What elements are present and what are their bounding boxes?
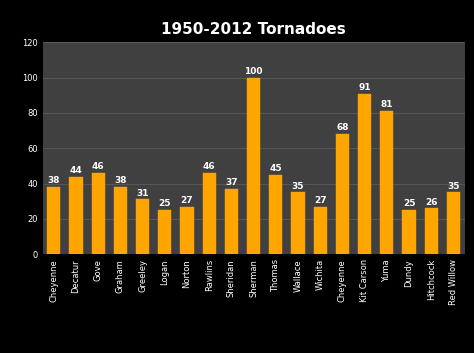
Bar [380,111,393,254]
Bar [180,207,194,254]
Bar [47,187,60,254]
Text: 81: 81 [381,101,393,109]
Text: 37: 37 [225,178,237,187]
Text: 31: 31 [137,189,149,198]
Bar [313,207,327,254]
Text: 100: 100 [244,67,263,76]
Bar [136,199,149,254]
Text: 44: 44 [70,166,82,175]
Bar [358,94,371,254]
Text: 68: 68 [336,124,349,132]
Bar [158,210,172,254]
Text: 25: 25 [158,199,171,208]
Bar [202,173,216,254]
Bar [91,173,105,254]
Text: 25: 25 [403,199,415,208]
Bar [269,175,283,254]
Bar [292,192,305,254]
Title: 1950-2012 Tornadoes: 1950-2012 Tornadoes [161,22,346,37]
Bar [336,134,349,254]
Text: 27: 27 [181,196,193,205]
Text: 38: 38 [47,176,60,185]
Bar [69,176,82,254]
Bar [447,192,460,254]
Text: 35: 35 [447,182,460,191]
Text: 26: 26 [425,198,438,207]
Bar [114,187,127,254]
Text: 35: 35 [292,182,304,191]
Bar [225,189,238,254]
Text: 38: 38 [114,176,127,185]
Text: 91: 91 [358,83,371,92]
Bar [425,208,438,254]
Text: 45: 45 [270,164,282,173]
Text: 46: 46 [203,162,216,171]
Text: 46: 46 [92,162,104,171]
Bar [247,78,260,254]
Text: 27: 27 [314,196,327,205]
Bar [402,210,416,254]
